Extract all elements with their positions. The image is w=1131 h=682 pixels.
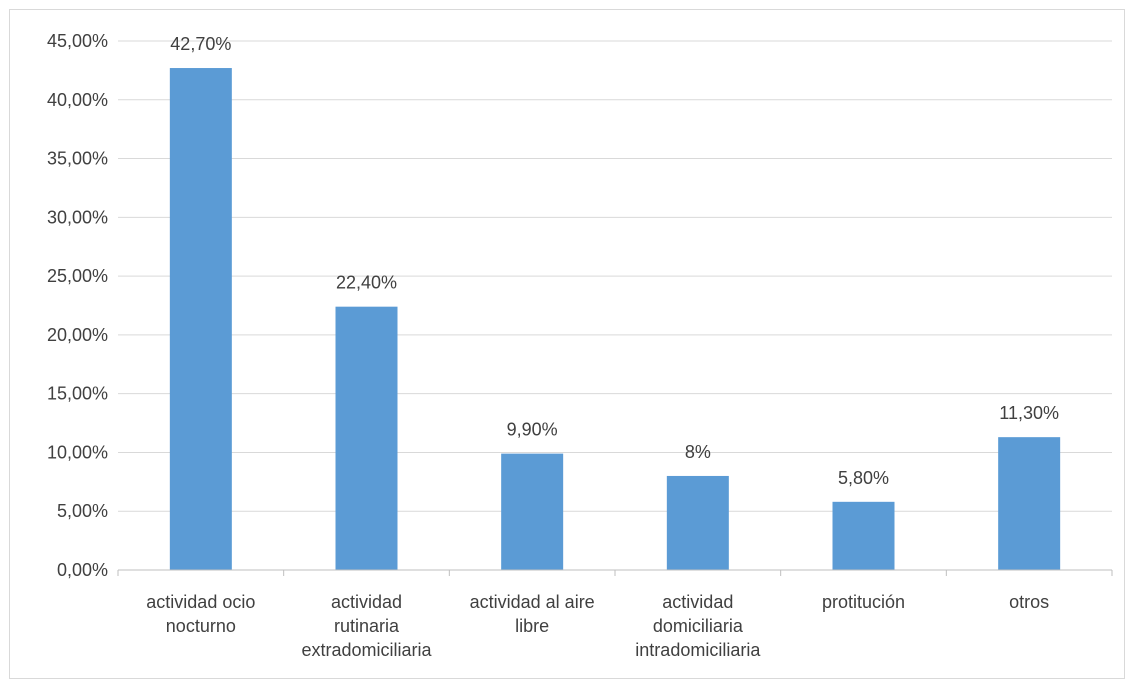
x-tick-label-line: rutinaria: [334, 616, 400, 636]
y-tick-label: 5,00%: [57, 501, 108, 521]
y-tick-label: 10,00%: [47, 442, 108, 462]
bar: [998, 437, 1061, 570]
y-tick-label: 20,00%: [47, 325, 108, 345]
data-label: 9,90%: [507, 420, 558, 440]
x-tick-label: otros: [1009, 592, 1049, 612]
y-tick-label: 35,00%: [47, 149, 108, 169]
y-tick-label: 40,00%: [47, 90, 108, 110]
x-tick-label: actividad ocio nocturno: [146, 592, 255, 636]
x-tick-label: actividad domiciliaria intradomiciliaria: [635, 592, 761, 660]
x-axis: [117, 569, 1113, 576]
y-tick-label: 45,00%: [47, 31, 108, 51]
bars: [169, 68, 1061, 570]
bar: [666, 475, 729, 570]
bar: [169, 68, 232, 570]
data-label: 42,70%: [170, 34, 231, 54]
data-label: 8%: [685, 442, 711, 462]
data-labels: 42,70% 22,40% 9,90% 8% 5,80% 11,30%: [170, 34, 1059, 488]
y-tick-label: 30,00%: [47, 207, 108, 227]
x-tick-label-line: intradomiciliaria: [635, 640, 761, 660]
x-tick-label-line: actividad: [331, 592, 402, 612]
x-tick-label-line: libre: [515, 616, 549, 636]
x-tick-label: actividad rutinaria extradomiciliaria: [301, 592, 432, 660]
x-tick-label-line: actividad al aire: [470, 592, 595, 612]
x-tick-label-line: otros: [1009, 592, 1049, 612]
gridlines: [118, 40, 1112, 512]
x-tick-label-line: actividad: [662, 592, 733, 612]
x-tick-label-line: nocturno: [166, 616, 236, 636]
y-tick-label: 15,00%: [47, 384, 108, 404]
bar: [501, 453, 564, 570]
x-axis-category-labels: actividad ocio nocturno actividad rutinaria…: [146, 592, 1049, 660]
y-axis-tick-labels: 0,00% 5,00% 10,00% 15,00% 20,00% 25,00% 30,00%…: [47, 31, 108, 580]
data-label: 22,40%: [336, 273, 397, 293]
x-tick-label: protitución: [822, 592, 905, 612]
data-label: 5,80%: [838, 468, 889, 488]
bar: [832, 501, 895, 570]
x-tick-label-line: domiciliaria: [653, 616, 744, 636]
x-tick-label-line: extradomiciliaria: [301, 640, 432, 660]
x-tick-label: actividad al aire libre: [470, 592, 595, 636]
y-tick-label: 25,00%: [47, 266, 108, 286]
y-tick-label: 0,00%: [57, 560, 108, 580]
x-tick-label-line: protitución: [822, 592, 905, 612]
data-label: 11,30%: [999, 403, 1059, 423]
x-tick-label-line: actividad ocio: [146, 592, 255, 612]
bar: [335, 306, 398, 570]
